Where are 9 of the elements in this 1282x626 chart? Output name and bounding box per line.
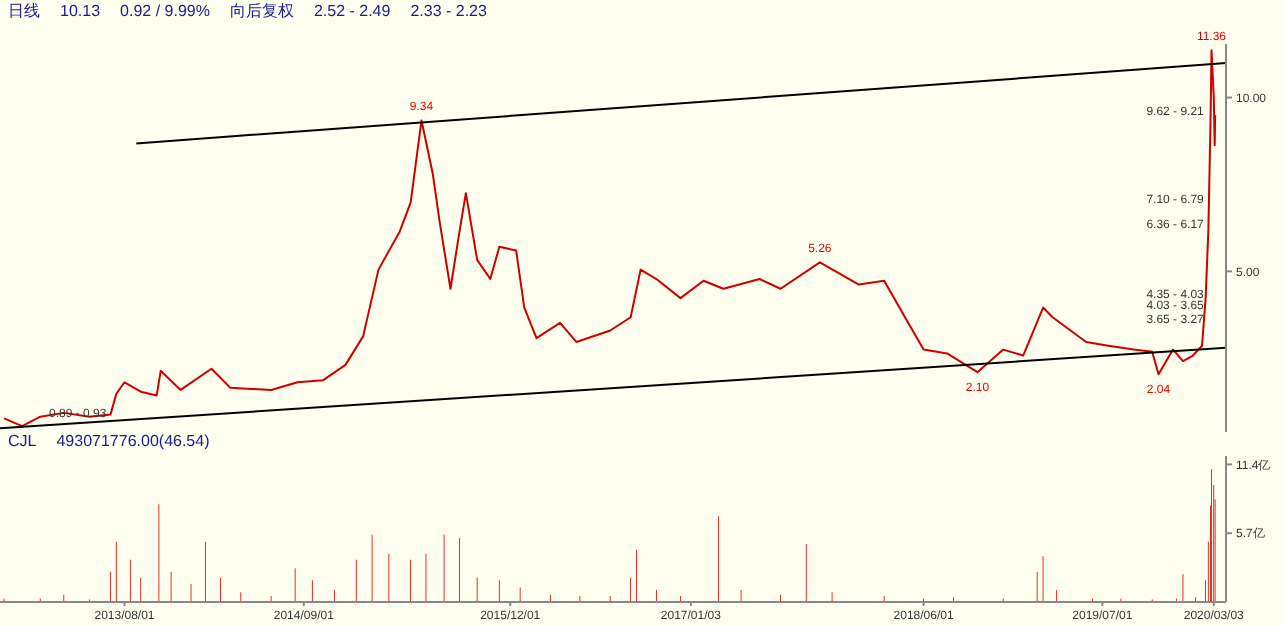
text: 10.13 [60,0,101,24]
text: 向后复权 [229,0,294,24]
text: 2.52 - 2.49 [313,0,391,24]
line-series [3,49,1217,428]
text: 0.92 / 9.99% [120,0,210,24]
annotation: 493071776.00(46.54) [56,432,210,452]
text: 日线 [8,0,40,24]
text: 2.33 - 2.23 [410,0,487,24]
annotation: CJL [8,432,37,452]
